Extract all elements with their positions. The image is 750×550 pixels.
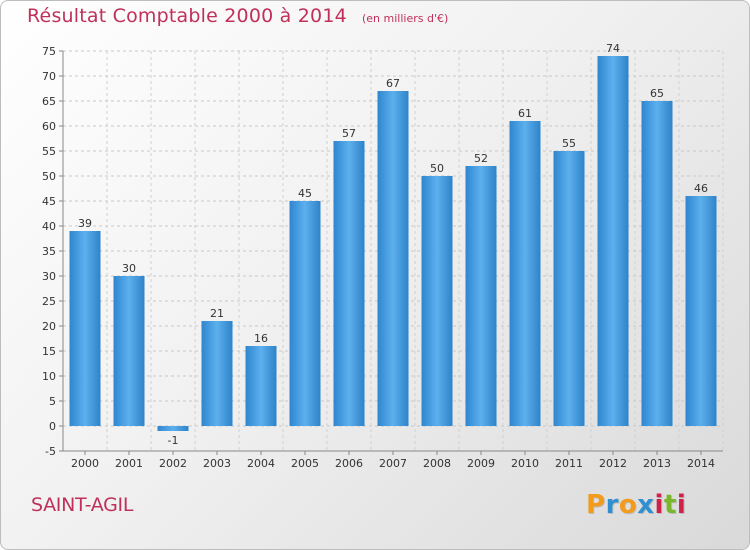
logo-letter: t bbox=[663, 490, 677, 520]
y-tick-label: 40 bbox=[42, 220, 56, 233]
x-tick-label: 2007 bbox=[379, 457, 407, 470]
x-tick-label: 2008 bbox=[423, 457, 451, 470]
bar-2007 bbox=[377, 91, 409, 426]
x-tick-label: 2001 bbox=[115, 457, 143, 470]
bar-2011 bbox=[553, 151, 585, 426]
data-labels: 39 30 -1 21 16 45 57 67 50 52 61 55 74 65 46 bbox=[78, 42, 708, 447]
bar-2006 bbox=[333, 141, 365, 426]
bar-2013 bbox=[641, 101, 673, 426]
x-tick-label: 2006 bbox=[335, 457, 363, 470]
y-tick-label: 55 bbox=[42, 145, 56, 158]
y-tick-label: 70 bbox=[42, 70, 56, 83]
data-label-2001: 30 bbox=[122, 262, 136, 275]
data-label-2003: 21 bbox=[210, 307, 224, 320]
data-label-2009: 52 bbox=[474, 152, 488, 165]
x-tick-label: 2013 bbox=[643, 457, 671, 470]
logo-letter: x bbox=[637, 490, 655, 520]
y-tick-label: 10 bbox=[42, 370, 56, 383]
y-tick-label: 0 bbox=[49, 420, 56, 433]
y-tick-label: 35 bbox=[42, 245, 56, 258]
bar-2002 bbox=[157, 426, 189, 431]
x-tick-labels: 2000 2001 2002 2003 2004 2005 2006 2007 2008 2009… bbox=[71, 457, 715, 470]
x-tick-label: 2010 bbox=[511, 457, 539, 470]
y-tick-label: 30 bbox=[42, 270, 56, 283]
logo-letter: o bbox=[618, 490, 638, 520]
y-tick-label: 60 bbox=[42, 120, 56, 133]
x-tick-label: 2000 bbox=[71, 457, 99, 470]
data-label-2004: 16 bbox=[254, 332, 268, 345]
bars bbox=[69, 56, 717, 431]
x-tick-label: 2009 bbox=[467, 457, 495, 470]
y-tick-label: 25 bbox=[42, 295, 56, 308]
commune-name: SAINT-AGIL bbox=[31, 494, 134, 516]
y-tick-label: 50 bbox=[42, 170, 56, 183]
x-tick-label: 2003 bbox=[203, 457, 231, 470]
logo-letter: P bbox=[586, 490, 606, 520]
bar-2000 bbox=[69, 231, 101, 426]
proxiti-logo: Proxiti bbox=[586, 490, 686, 520]
data-label-2011: 55 bbox=[562, 137, 576, 150]
bar-2004 bbox=[245, 346, 277, 426]
y-tick-label: 15 bbox=[42, 345, 56, 358]
x-tick-label: 2004 bbox=[247, 457, 275, 470]
y-tick-label: -5 bbox=[45, 445, 56, 458]
chart-title: Résultat Comptable 2000 à 2014 (en milli… bbox=[27, 5, 448, 27]
data-label-2000: 39 bbox=[78, 217, 92, 230]
data-label-2014: 46 bbox=[694, 182, 708, 195]
chart-title-text: Résultat Comptable 2000 à 2014 bbox=[27, 5, 347, 27]
axes bbox=[59, 50, 723, 455]
chart-unit-text: (en milliers d'€) bbox=[361, 12, 449, 25]
data-label-2002: -1 bbox=[168, 434, 179, 447]
y-tick-label: 5 bbox=[49, 395, 56, 408]
y-tick-label: 75 bbox=[42, 45, 56, 58]
logo-letter: r bbox=[605, 490, 619, 520]
data-label-2005: 45 bbox=[298, 187, 312, 200]
data-label-2007: 67 bbox=[386, 77, 400, 90]
y-tick-label: 20 bbox=[42, 320, 56, 333]
bar-2009 bbox=[465, 166, 497, 426]
logo-letter: i bbox=[654, 490, 664, 520]
data-label-2013: 65 bbox=[650, 87, 664, 100]
data-label-2008: 50 bbox=[430, 162, 444, 175]
x-tick-label: 2002 bbox=[159, 457, 187, 470]
data-label-2006: 57 bbox=[342, 127, 356, 140]
bar-2003 bbox=[201, 321, 233, 426]
x-tick-label: 2014 bbox=[687, 457, 715, 470]
y-tick-labels: -5 0 5 10 15 20 25 30 35 40 45 50 55 60 65 70 75 bbox=[42, 45, 56, 458]
bar-2001 bbox=[113, 276, 145, 426]
bar-2008 bbox=[421, 176, 453, 426]
bar-2005 bbox=[289, 201, 321, 426]
data-label-2010: 61 bbox=[518, 107, 532, 120]
y-tick-label: 45 bbox=[42, 195, 56, 208]
logo-letter: i bbox=[676, 490, 687, 520]
x-tick-label: 2011 bbox=[555, 457, 583, 470]
data-label-2012: 74 bbox=[606, 42, 620, 55]
x-tick-label: 2012 bbox=[599, 457, 627, 470]
x-tick-label: 2005 bbox=[291, 457, 319, 470]
bar-2010 bbox=[509, 121, 541, 426]
bar-2012 bbox=[597, 56, 629, 426]
bar-2014 bbox=[685, 196, 717, 426]
y-tick-label: 65 bbox=[42, 95, 56, 108]
